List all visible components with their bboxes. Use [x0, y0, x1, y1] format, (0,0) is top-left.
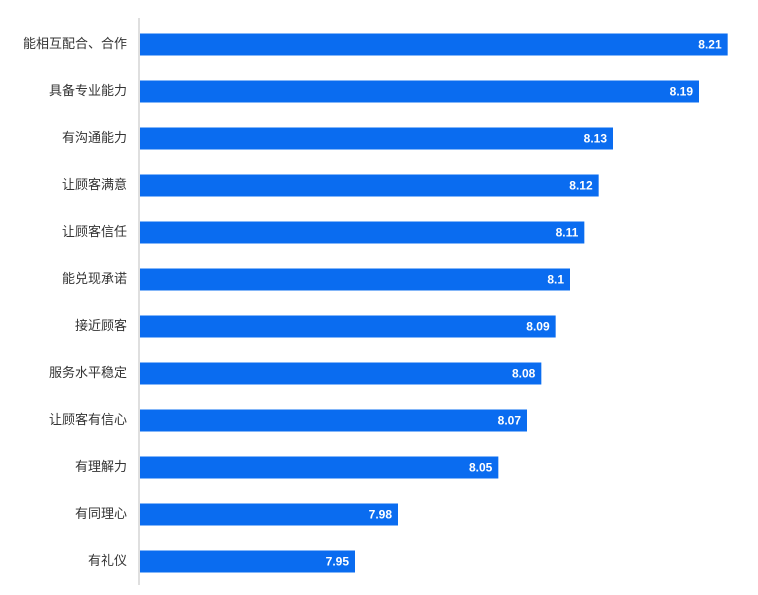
bar	[140, 221, 585, 244]
value-label: 8.08	[512, 367, 536, 381]
category-labels-group: 能相互配合、合作具备专业能力有沟通能力让顾客满意让顾客信任能兑现承诺接近顾客服务…	[23, 37, 127, 569]
bar	[140, 315, 556, 338]
category-label: 有理解力	[75, 460, 127, 475]
bar	[140, 268, 570, 291]
category-label: 有沟通能力	[62, 131, 127, 146]
bar	[140, 550, 355, 573]
value-label: 8.19	[670, 85, 694, 99]
bars-group	[140, 33, 728, 573]
category-label: 具备专业能力	[49, 83, 127, 99]
category-label: 服务水平稳定	[49, 365, 127, 381]
category-label: 有同理心	[75, 507, 127, 522]
value-label: 8.21	[698, 38, 722, 52]
bar	[140, 80, 699, 103]
value-label: 7.98	[369, 508, 393, 522]
category-label: 让顾客满意	[62, 177, 127, 193]
bar	[140, 174, 599, 197]
category-label: 有礼仪	[88, 553, 127, 569]
value-labels-group: 8.21 8.19 8.13 8.12 8.11 8.1 8.09 8.08 8.07 8.05 7…	[326, 38, 722, 569]
bar	[140, 456, 499, 479]
bar	[140, 33, 728, 56]
category-label: 接近顾客	[75, 318, 127, 334]
bar	[140, 362, 542, 385]
category-label: 让顾客信任	[62, 224, 127, 240]
bar	[140, 127, 613, 150]
category-label: 能兑现承诺	[62, 272, 127, 287]
category-label: 让顾客有信心	[49, 412, 127, 428]
value-label: 8.1	[547, 273, 564, 287]
category-label: 能相互配合、合作	[23, 37, 127, 52]
bar	[140, 503, 398, 526]
value-label: 7.95	[326, 555, 350, 569]
value-label: 8.05	[469, 461, 493, 475]
value-label: 8.09	[526, 320, 550, 334]
value-label: 8.11	[556, 226, 579, 240]
value-label: 8.12	[569, 179, 593, 193]
value-label: 8.13	[584, 132, 608, 146]
value-label: 8.07	[498, 414, 522, 428]
bar	[140, 409, 527, 432]
